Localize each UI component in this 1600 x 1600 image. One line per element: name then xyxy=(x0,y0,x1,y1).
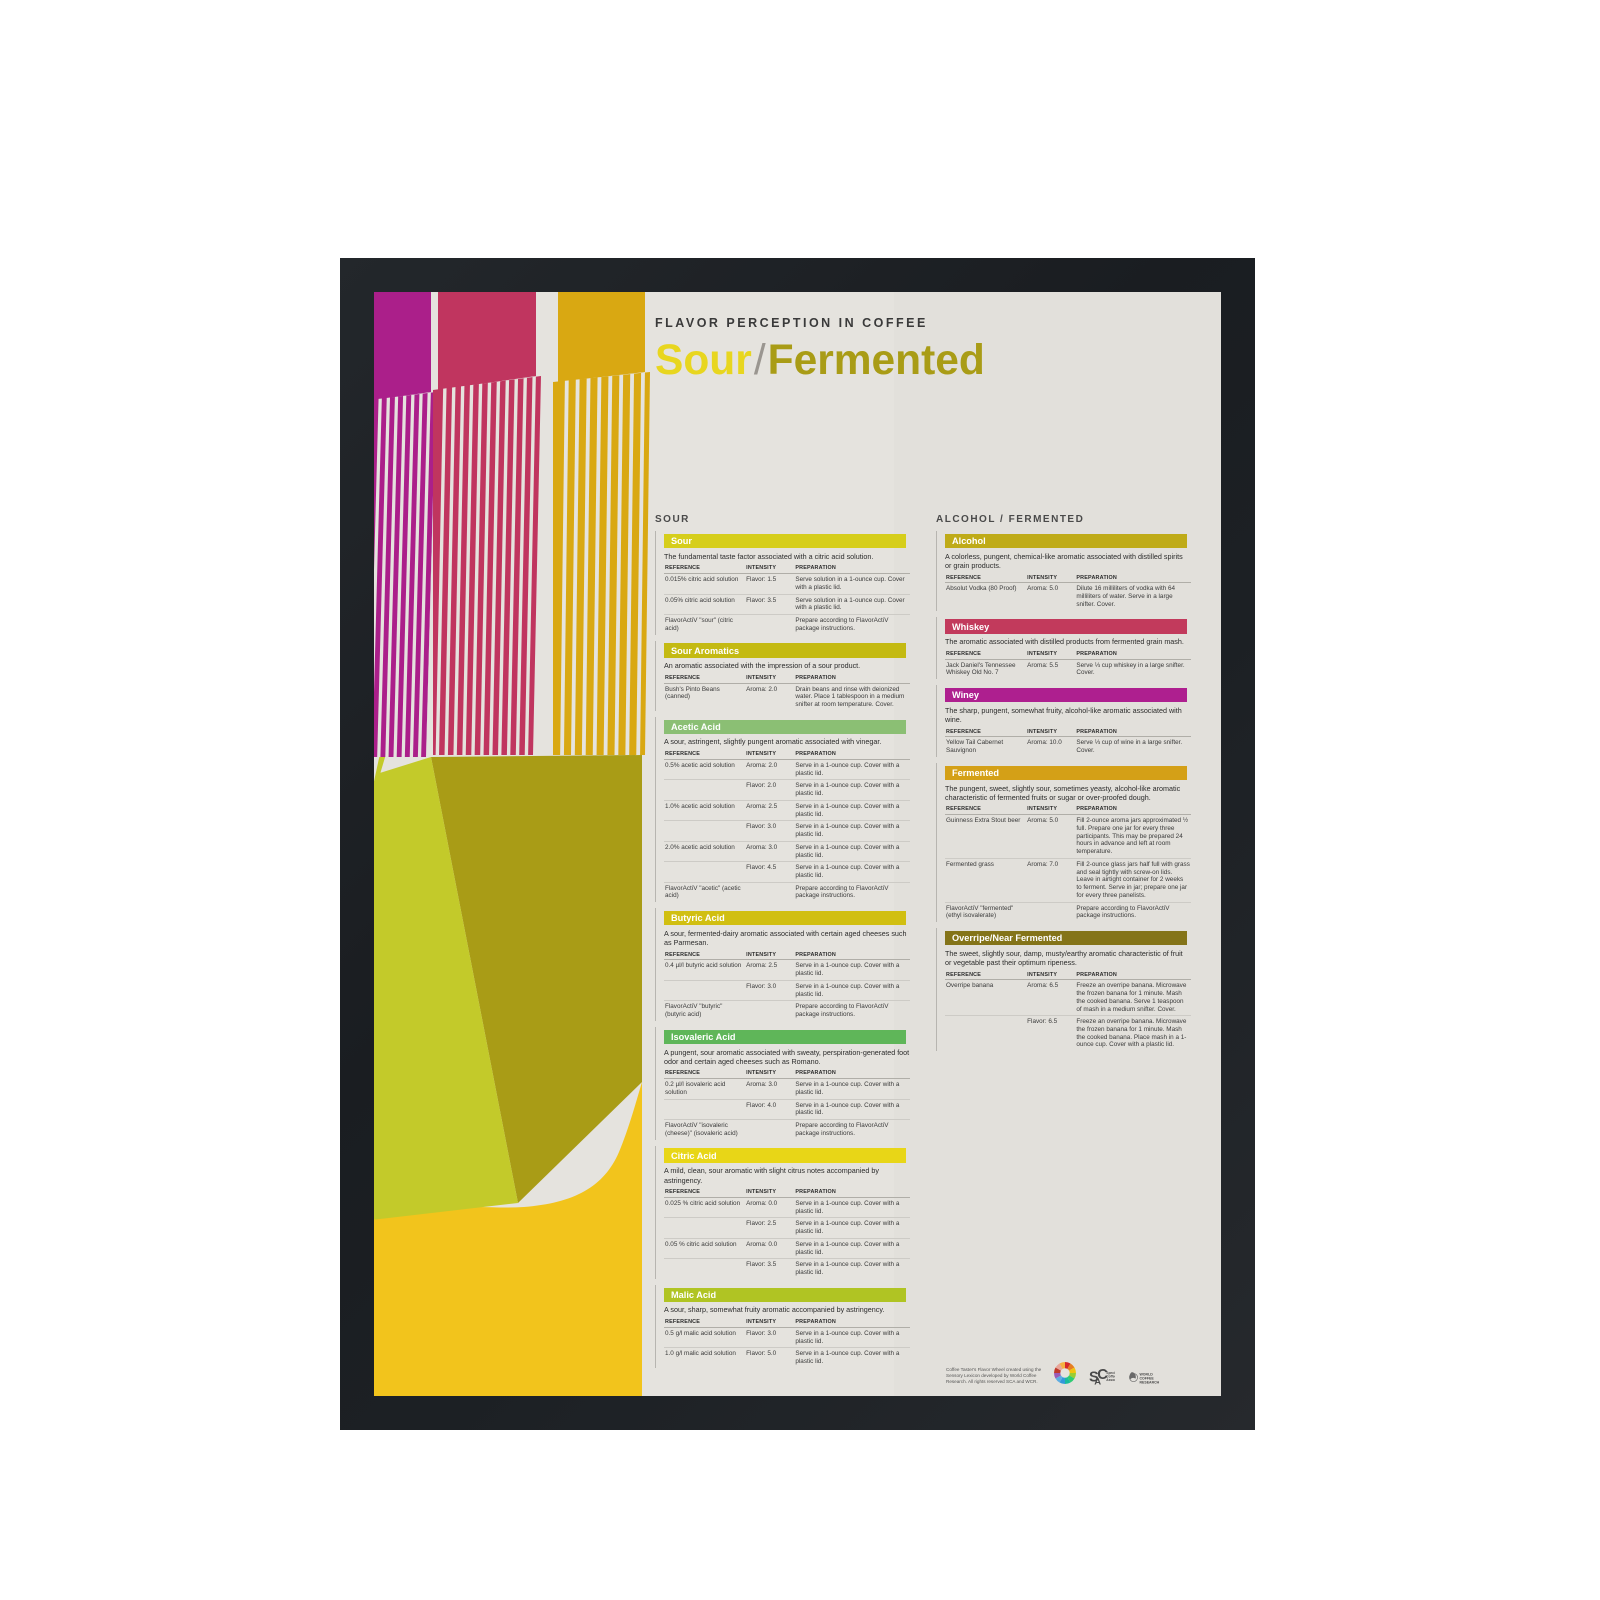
svg-text:A: A xyxy=(1094,1376,1101,1386)
svg-text:WORLD: WORLD xyxy=(1139,1372,1153,1376)
svg-text:Association: Association xyxy=(1106,1378,1115,1382)
svg-text:COFFEE: COFFEE xyxy=(1139,1376,1154,1380)
svg-text:RESEARCH: RESEARCH xyxy=(1139,1380,1159,1384)
